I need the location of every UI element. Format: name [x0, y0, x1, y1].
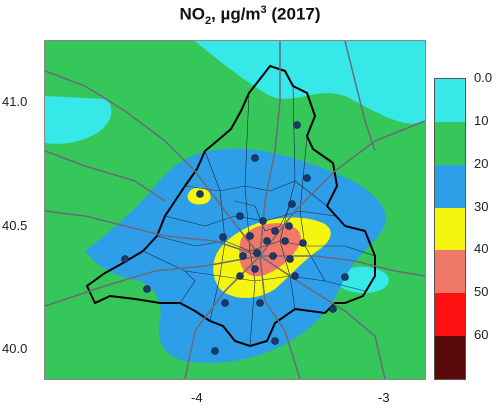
legend-bin-60-70	[435, 336, 465, 380]
legend-label-50: 50	[474, 284, 489, 299]
legend-bin-30-40	[435, 207, 465, 251]
legend-label-10: 10	[474, 113, 489, 128]
municipal-boundaries	[142, 85, 376, 347]
legend-label-30: 30	[474, 199, 489, 214]
y-tick-40-5: 40.5	[2, 218, 28, 233]
legend-label-40: 40	[474, 241, 489, 256]
salmon-zone-core	[239, 223, 301, 277]
x-tick-minus-3: -3	[378, 390, 390, 405]
legend-bin-10-20	[435, 121, 465, 165]
cyan-zone-west	[45, 96, 112, 144]
concentration-map	[44, 40, 426, 380]
map-svg	[45, 41, 425, 379]
legend-bin-40-50	[435, 250, 465, 294]
cyan-zone-north	[195, 41, 425, 124]
legend-label-0: 0.0	[474, 70, 493, 85]
region-boundary	[85, 64, 376, 348]
map-title: NO2, µg/m3 (2017)	[179, 4, 321, 28]
y-tick-41: 41.0	[2, 94, 28, 109]
color-legend	[434, 78, 466, 380]
legend-bin-50-60	[435, 293, 465, 337]
legend-bin-20-30	[435, 164, 465, 208]
legend-bin-0-10	[435, 79, 465, 122]
x-tick-minus-4: -4	[191, 390, 203, 405]
legend-label-60: 60	[474, 327, 489, 342]
y-tick-40: 40.0	[2, 341, 28, 356]
legend-label-20: 20	[474, 156, 489, 171]
monitoring-stations	[121, 121, 349, 355]
